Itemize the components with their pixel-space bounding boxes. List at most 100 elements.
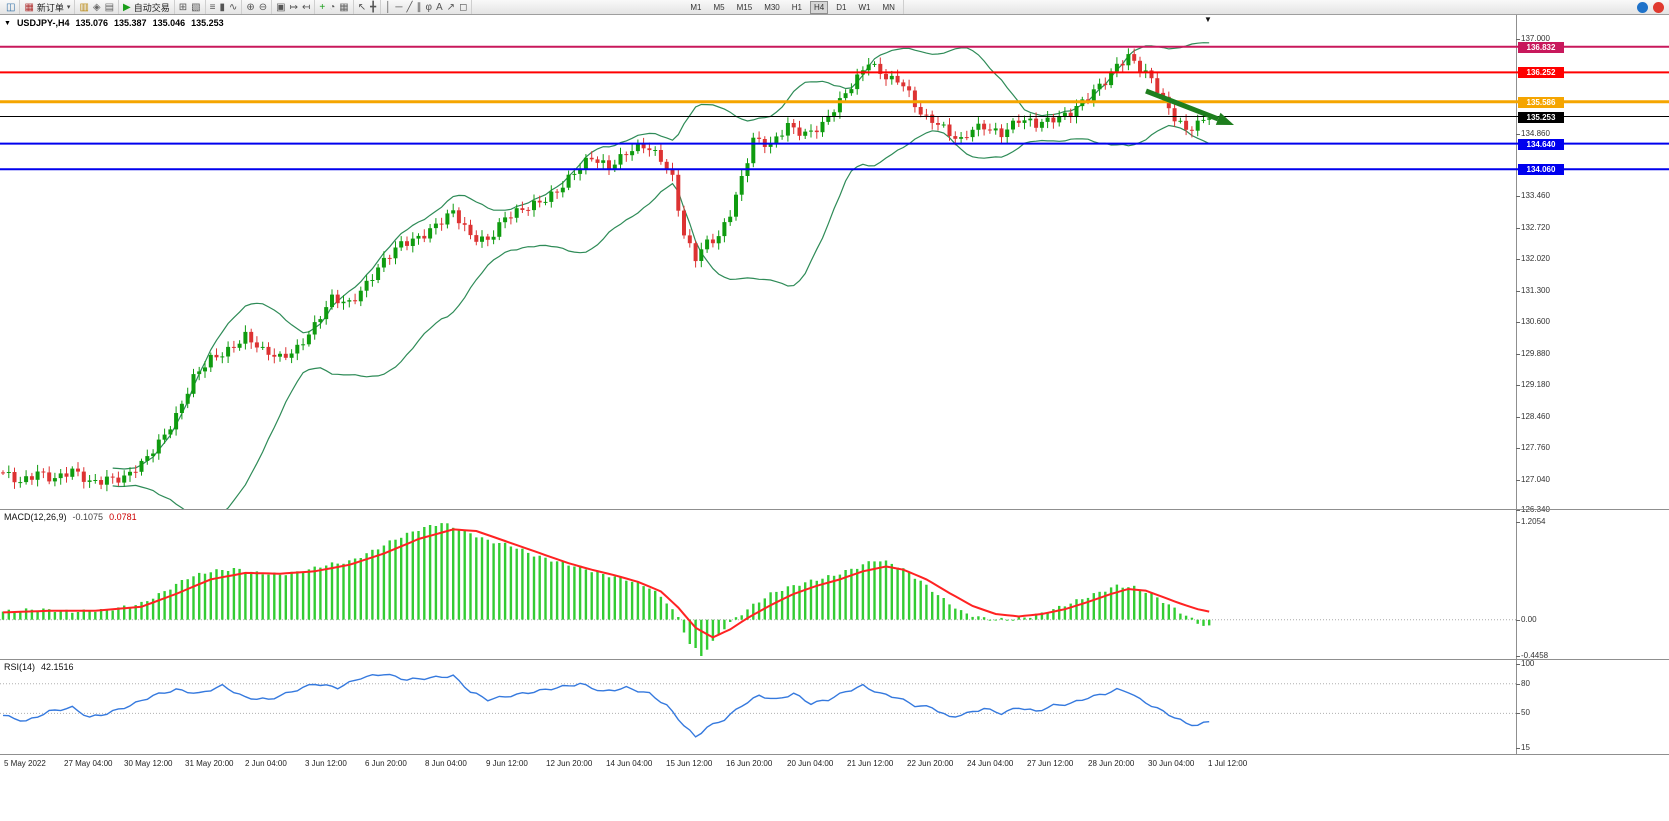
rsi-tick-dash	[1516, 748, 1520, 749]
macd-tick-dash	[1516, 656, 1520, 657]
time-axis-label: 21 Jun 12:00	[847, 759, 894, 768]
rsi-tick-dash	[1516, 713, 1520, 714]
crosshair-icon[interactable]: ╋	[370, 1, 377, 13]
price-tick-dash	[1516, 228, 1520, 229]
price-level-label: 134.640	[1518, 139, 1564, 150]
market-watch-icon[interactable]: ▥	[79, 1, 89, 13]
time-axis-label: 16 Jun 20:00	[726, 759, 773, 768]
price-level-label: 134.060	[1518, 164, 1564, 175]
rsi-tick-label: 15	[1521, 743, 1530, 752]
timeframe-mn[interactable]: MN	[882, 2, 895, 12]
rsi-label-row: RSI(14) 42.1516	[4, 662, 74, 672]
macd-tick-label: -0.4458	[1521, 651, 1549, 660]
price-level-label: 136.832	[1518, 42, 1564, 53]
timeframe-h1[interactable]: H1	[791, 2, 802, 12]
toolbar-group-timeframes: M1 M5 M15 M30 H1 H4 D1 W1 MN	[682, 0, 904, 14]
new-chart-icon[interactable]: ⊞	[178, 1, 188, 13]
ohlc-low: 135.046	[152, 18, 186, 28]
text-icon[interactable]: A	[436, 1, 443, 13]
auto-scroll-icon[interactable]: ↦	[289, 1, 298, 13]
toolbar-group-app: ◫	[2, 0, 21, 14]
time-axis-label: 12 Jun 20:00	[546, 759, 593, 768]
panel-separator-chart-macd[interactable]	[0, 509, 1669, 510]
ohlc-high: 135.387	[114, 18, 147, 28]
time-axis-label: 27 May 04:00	[64, 759, 113, 768]
rsi-tick-label: 80	[1521, 679, 1530, 688]
price-tick-dash	[1516, 354, 1520, 355]
macd-label-row: MACD(12,26,9) -0.1075 0.0781	[4, 512, 137, 522]
chart-shift-marker[interactable]: ▼	[1204, 15, 1212, 24]
timeframe-m15[interactable]: M15	[736, 2, 753, 12]
terminal-icon[interactable]: ▤	[104, 1, 115, 13]
macd-canvas[interactable]	[0, 510, 1669, 660]
navigator-icon[interactable]: ◈	[92, 1, 101, 13]
symbol-dropdown-icon[interactable]: ▼	[4, 19, 11, 27]
toolbar: ◫ ▦ 新订单 ▾ ▥ ◈ ▤ ▶ 自动交易 ⊞ ▧ ≡ ▮ ∿ ⊕ ⊖ ▣ ↦ ↤ + ◔ ▦ ↖ ╋ │ ─ ╱ ∥ φ A ↗ ◻ M1 M…	[0, 0, 1669, 15]
time-axis[interactable]: 5 May 2022 27 May 04:00 30 May 12:00 31 May…	[0, 755, 1669, 772]
rsi-label: RSI(14)	[4, 662, 36, 672]
toolbar-group-zoom: ⊕ ⊖	[242, 0, 273, 14]
price-level-label: 136.252	[1518, 67, 1564, 78]
vertical-line-icon[interactable]: │	[385, 1, 392, 13]
price-level-label: 135.253	[1518, 112, 1564, 123]
bottom-margin	[0, 772, 1669, 821]
panel-separator-rsi-time[interactable]	[0, 754, 1669, 755]
new-order-button[interactable]: ▦ 新订单 ▾	[24, 1, 70, 14]
time-axis-label: 27 Jun 12:00	[1027, 759, 1074, 768]
timeframe-m5[interactable]: M5	[713, 2, 725, 12]
timeframe-h4[interactable]: H4	[809, 0, 829, 14]
shapes-icon[interactable]: ◻	[459, 1, 468, 13]
templates-icon[interactable]: ▦	[339, 1, 349, 13]
timeframe-d1[interactable]: D1	[836, 2, 847, 12]
community-icon[interactable]	[1637, 2, 1648, 13]
cursor-icon[interactable]: ↖	[357, 1, 367, 13]
new-order-button-icon: ▦	[24, 1, 34, 13]
new-order-button-label: 新订单	[36, 2, 64, 13]
timeframe-m30[interactable]: M30	[764, 2, 780, 12]
fibonacci-icon[interactable]: φ	[425, 1, 432, 13]
horizontal-line-icon[interactable]: ─	[395, 1, 403, 13]
macd-tick-dash	[1516, 620, 1520, 621]
rsi-panel: RSI(14) 42.1516 100 80 50 15	[0, 660, 1669, 755]
rsi-tick-label: 100	[1521, 659, 1535, 668]
profiles-icon[interactable]: ▧	[191, 1, 201, 13]
new-order-button-caret-icon: ▾	[66, 4, 71, 11]
autotrading-button[interactable]: ▶ 自动交易	[123, 1, 170, 14]
macd-panel: MACD(12,26,9) -0.1075 0.0781 1.2054 0.00 -…	[0, 510, 1669, 660]
time-axis-label: 6 Jun 20:00	[365, 759, 407, 768]
period-icon[interactable]: ◔	[329, 1, 336, 13]
candlestick-chart-icon[interactable]: ▮	[219, 1, 225, 13]
price-tick-dash	[1516, 480, 1520, 481]
time-axis-label: 28 Jun 20:00	[1088, 759, 1135, 768]
price-tick-dash	[1516, 385, 1520, 386]
time-axis-label: 14 Jun 04:00	[606, 759, 653, 768]
price-tick-label: 128.460	[1521, 412, 1550, 421]
arrow-marker-icon[interactable]: ↗	[446, 1, 456, 13]
toolbar-group-objects: │ ─ ╱ ∥ φ A ↗ ◻	[381, 0, 473, 14]
timeframe-w1[interactable]: W1	[858, 2, 871, 12]
tile-windows-icon[interactable]: ▣	[276, 1, 286, 13]
time-axis-label: 1 Jul 12:00	[1208, 759, 1248, 768]
rsi-tick-label: 50	[1521, 708, 1530, 717]
price-tick-label: 130.600	[1521, 317, 1550, 326]
price-tick-dash	[1516, 196, 1520, 197]
timeframe-m1[interactable]: M1	[690, 2, 702, 12]
zoom-in-icon[interactable]: ⊕	[246, 1, 255, 13]
indicators-icon[interactable]: +	[319, 1, 326, 13]
bar-chart-icon[interactable]: ≡	[209, 1, 216, 13]
notification-icon[interactable]	[1653, 2, 1664, 13]
channel-icon[interactable]: ∥	[416, 1, 422, 13]
rsi-canvas[interactable]	[0, 660, 1669, 755]
macd-label: MACD(12,26,9)	[4, 512, 67, 522]
price-chart-canvas[interactable]	[0, 15, 1669, 510]
macd-tick-dash	[1516, 522, 1520, 523]
chart-shift-icon[interactable]: ↤	[301, 1, 311, 13]
panel-separator-macd-rsi[interactable]	[0, 659, 1669, 660]
line-chart-icon[interactable]: ∿	[228, 1, 238, 13]
app-chart-icon[interactable]: ◫	[6, 1, 16, 13]
price-level-label: 135.586	[1518, 97, 1564, 108]
price-tick-dash	[1516, 39, 1520, 40]
trendline-icon[interactable]: ╱	[406, 1, 413, 13]
price-tick-label: 132.720	[1521, 223, 1550, 232]
zoom-out-icon[interactable]: ⊖	[258, 1, 268, 13]
